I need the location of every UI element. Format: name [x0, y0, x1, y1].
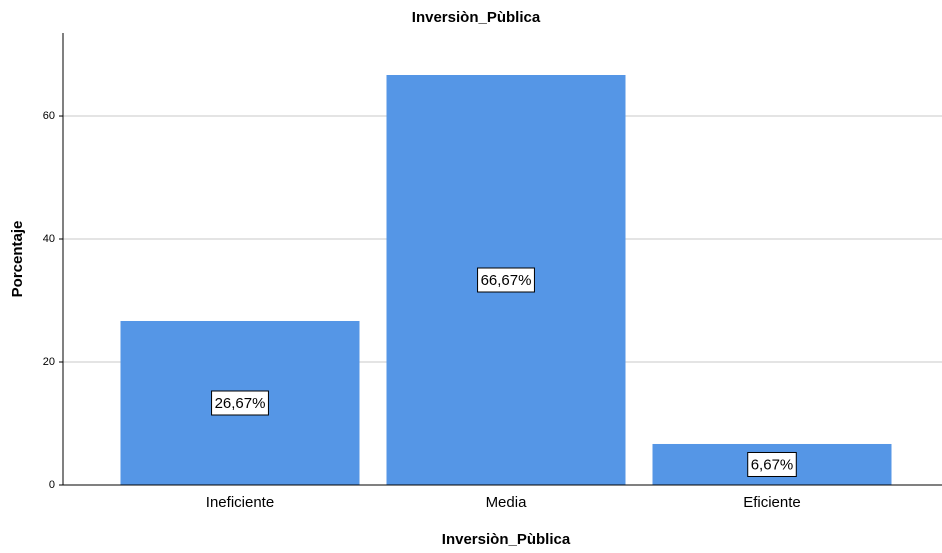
y-axis-label: Porcentaje	[9, 221, 26, 298]
y-tick-label: 60	[43, 110, 55, 122]
y-tick-label: 20	[43, 356, 55, 368]
x-tick-label: Media	[486, 494, 528, 511]
value-label: 26,67%	[215, 395, 266, 412]
value-label: 6,67%	[751, 456, 794, 473]
y-tick-label: 0	[49, 479, 55, 491]
x-tick-label: Eficiente	[743, 494, 801, 511]
x-axis-label: Inversiòn_Pùblica	[442, 531, 571, 548]
value-label-box	[477, 267, 535, 293]
y-tick-label: 40	[43, 233, 55, 245]
value-label: 66,67%	[481, 272, 532, 289]
value-label-box	[211, 390, 269, 416]
value-label-box	[747, 451, 797, 477]
x-tick-label: Ineficiente	[206, 494, 274, 511]
chart-title: Inversiòn_Pùblica	[412, 9, 541, 26]
